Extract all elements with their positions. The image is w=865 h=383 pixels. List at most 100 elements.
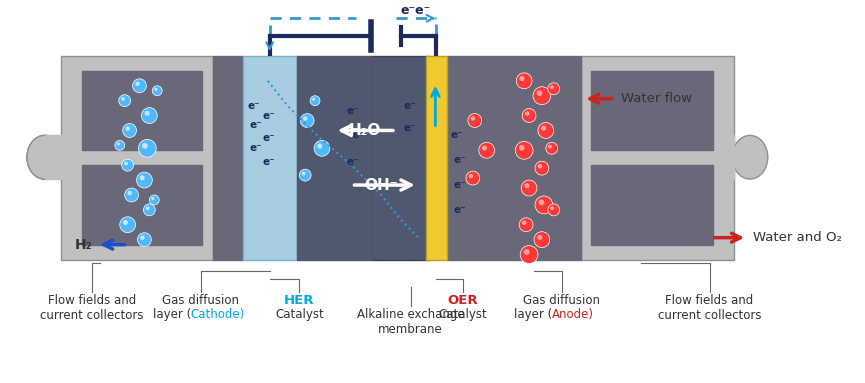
Circle shape xyxy=(144,111,150,116)
Text: Anode): Anode) xyxy=(552,308,593,321)
Ellipse shape xyxy=(27,136,62,179)
Circle shape xyxy=(548,204,560,216)
Text: e⁻: e⁻ xyxy=(248,101,260,111)
Circle shape xyxy=(536,90,542,96)
Circle shape xyxy=(525,111,529,116)
Text: Gas diffusion: Gas diffusion xyxy=(523,294,600,307)
Circle shape xyxy=(314,141,330,156)
Circle shape xyxy=(144,204,155,216)
Text: e⁻: e⁻ xyxy=(263,157,275,167)
Bar xyxy=(82,165,202,245)
Text: Gas diffusion: Gas diffusion xyxy=(162,294,239,307)
Circle shape xyxy=(140,236,144,240)
Circle shape xyxy=(311,96,320,106)
Circle shape xyxy=(539,200,544,205)
Circle shape xyxy=(299,169,311,181)
Circle shape xyxy=(520,246,538,264)
Circle shape xyxy=(469,174,473,178)
Circle shape xyxy=(139,175,144,180)
Text: e⁻: e⁻ xyxy=(347,106,359,116)
Circle shape xyxy=(137,172,152,188)
Bar xyxy=(447,56,581,260)
Circle shape xyxy=(523,249,529,255)
Circle shape xyxy=(135,82,140,86)
Circle shape xyxy=(302,172,305,175)
Circle shape xyxy=(119,95,131,106)
Circle shape xyxy=(522,180,537,196)
Text: e⁻: e⁻ xyxy=(250,143,263,153)
Bar xyxy=(214,56,243,260)
Circle shape xyxy=(516,141,533,159)
Text: H₂O: H₂O xyxy=(349,123,381,137)
Circle shape xyxy=(127,191,131,195)
Bar xyxy=(581,56,734,260)
Bar xyxy=(591,165,713,245)
Text: layer (: layer ( xyxy=(152,308,191,321)
Bar xyxy=(591,71,713,150)
Circle shape xyxy=(482,146,487,151)
Circle shape xyxy=(534,232,550,247)
Circle shape xyxy=(119,217,136,233)
Text: OH⁻: OH⁻ xyxy=(364,178,398,193)
Text: HER: HER xyxy=(284,294,315,307)
Text: e⁻: e⁻ xyxy=(250,121,263,131)
Circle shape xyxy=(524,183,529,188)
Circle shape xyxy=(154,88,157,91)
Circle shape xyxy=(535,196,553,214)
Text: OER: OER xyxy=(448,294,478,307)
Bar xyxy=(82,71,202,150)
Text: e⁻: e⁻ xyxy=(453,180,465,190)
Circle shape xyxy=(466,171,480,185)
Text: Catalyst: Catalyst xyxy=(439,308,487,321)
Text: Catalyst: Catalyst xyxy=(275,308,324,321)
Circle shape xyxy=(538,164,542,169)
Circle shape xyxy=(142,108,157,123)
Circle shape xyxy=(522,221,527,225)
Bar xyxy=(426,56,447,260)
Text: Alkaline exchange
membrane: Alkaline exchange membrane xyxy=(357,308,465,336)
Circle shape xyxy=(468,114,482,128)
Circle shape xyxy=(124,162,128,165)
Circle shape xyxy=(533,87,551,105)
Ellipse shape xyxy=(27,136,62,179)
Text: e⁻: e⁻ xyxy=(450,130,463,141)
Text: H₂: H₂ xyxy=(74,237,93,252)
Circle shape xyxy=(121,97,125,101)
Circle shape xyxy=(312,98,315,101)
Bar xyxy=(243,56,298,260)
Text: e⁻: e⁻ xyxy=(453,205,465,215)
Circle shape xyxy=(142,143,148,149)
Circle shape xyxy=(117,142,120,146)
Circle shape xyxy=(303,116,307,121)
Bar xyxy=(371,56,431,260)
Circle shape xyxy=(125,126,130,131)
Circle shape xyxy=(478,142,495,158)
Text: e⁻: e⁻ xyxy=(263,133,275,143)
Circle shape xyxy=(300,114,314,128)
Circle shape xyxy=(522,109,536,123)
Circle shape xyxy=(132,79,146,93)
Circle shape xyxy=(550,85,554,89)
Circle shape xyxy=(535,161,548,175)
Circle shape xyxy=(123,220,128,225)
Circle shape xyxy=(125,188,138,202)
Text: Cathode): Cathode) xyxy=(191,308,245,321)
Text: e⁻: e⁻ xyxy=(404,123,416,133)
Circle shape xyxy=(138,233,151,247)
Text: layer (: layer ( xyxy=(514,308,552,321)
Text: e⁻: e⁻ xyxy=(404,101,416,111)
Text: e⁻e⁻: e⁻e⁻ xyxy=(400,4,431,17)
Circle shape xyxy=(550,206,554,210)
Text: Water and O₂: Water and O₂ xyxy=(753,231,842,244)
Circle shape xyxy=(152,86,162,96)
Circle shape xyxy=(546,142,558,154)
Circle shape xyxy=(151,197,155,200)
Text: Flow fields and
current collectors: Flow fields and current collectors xyxy=(657,294,761,322)
Circle shape xyxy=(541,126,546,131)
Circle shape xyxy=(115,141,125,150)
Text: e⁻: e⁻ xyxy=(263,111,275,121)
Circle shape xyxy=(123,123,137,137)
Bar xyxy=(716,136,734,179)
Circle shape xyxy=(150,195,159,205)
Text: e⁻: e⁻ xyxy=(351,130,364,141)
